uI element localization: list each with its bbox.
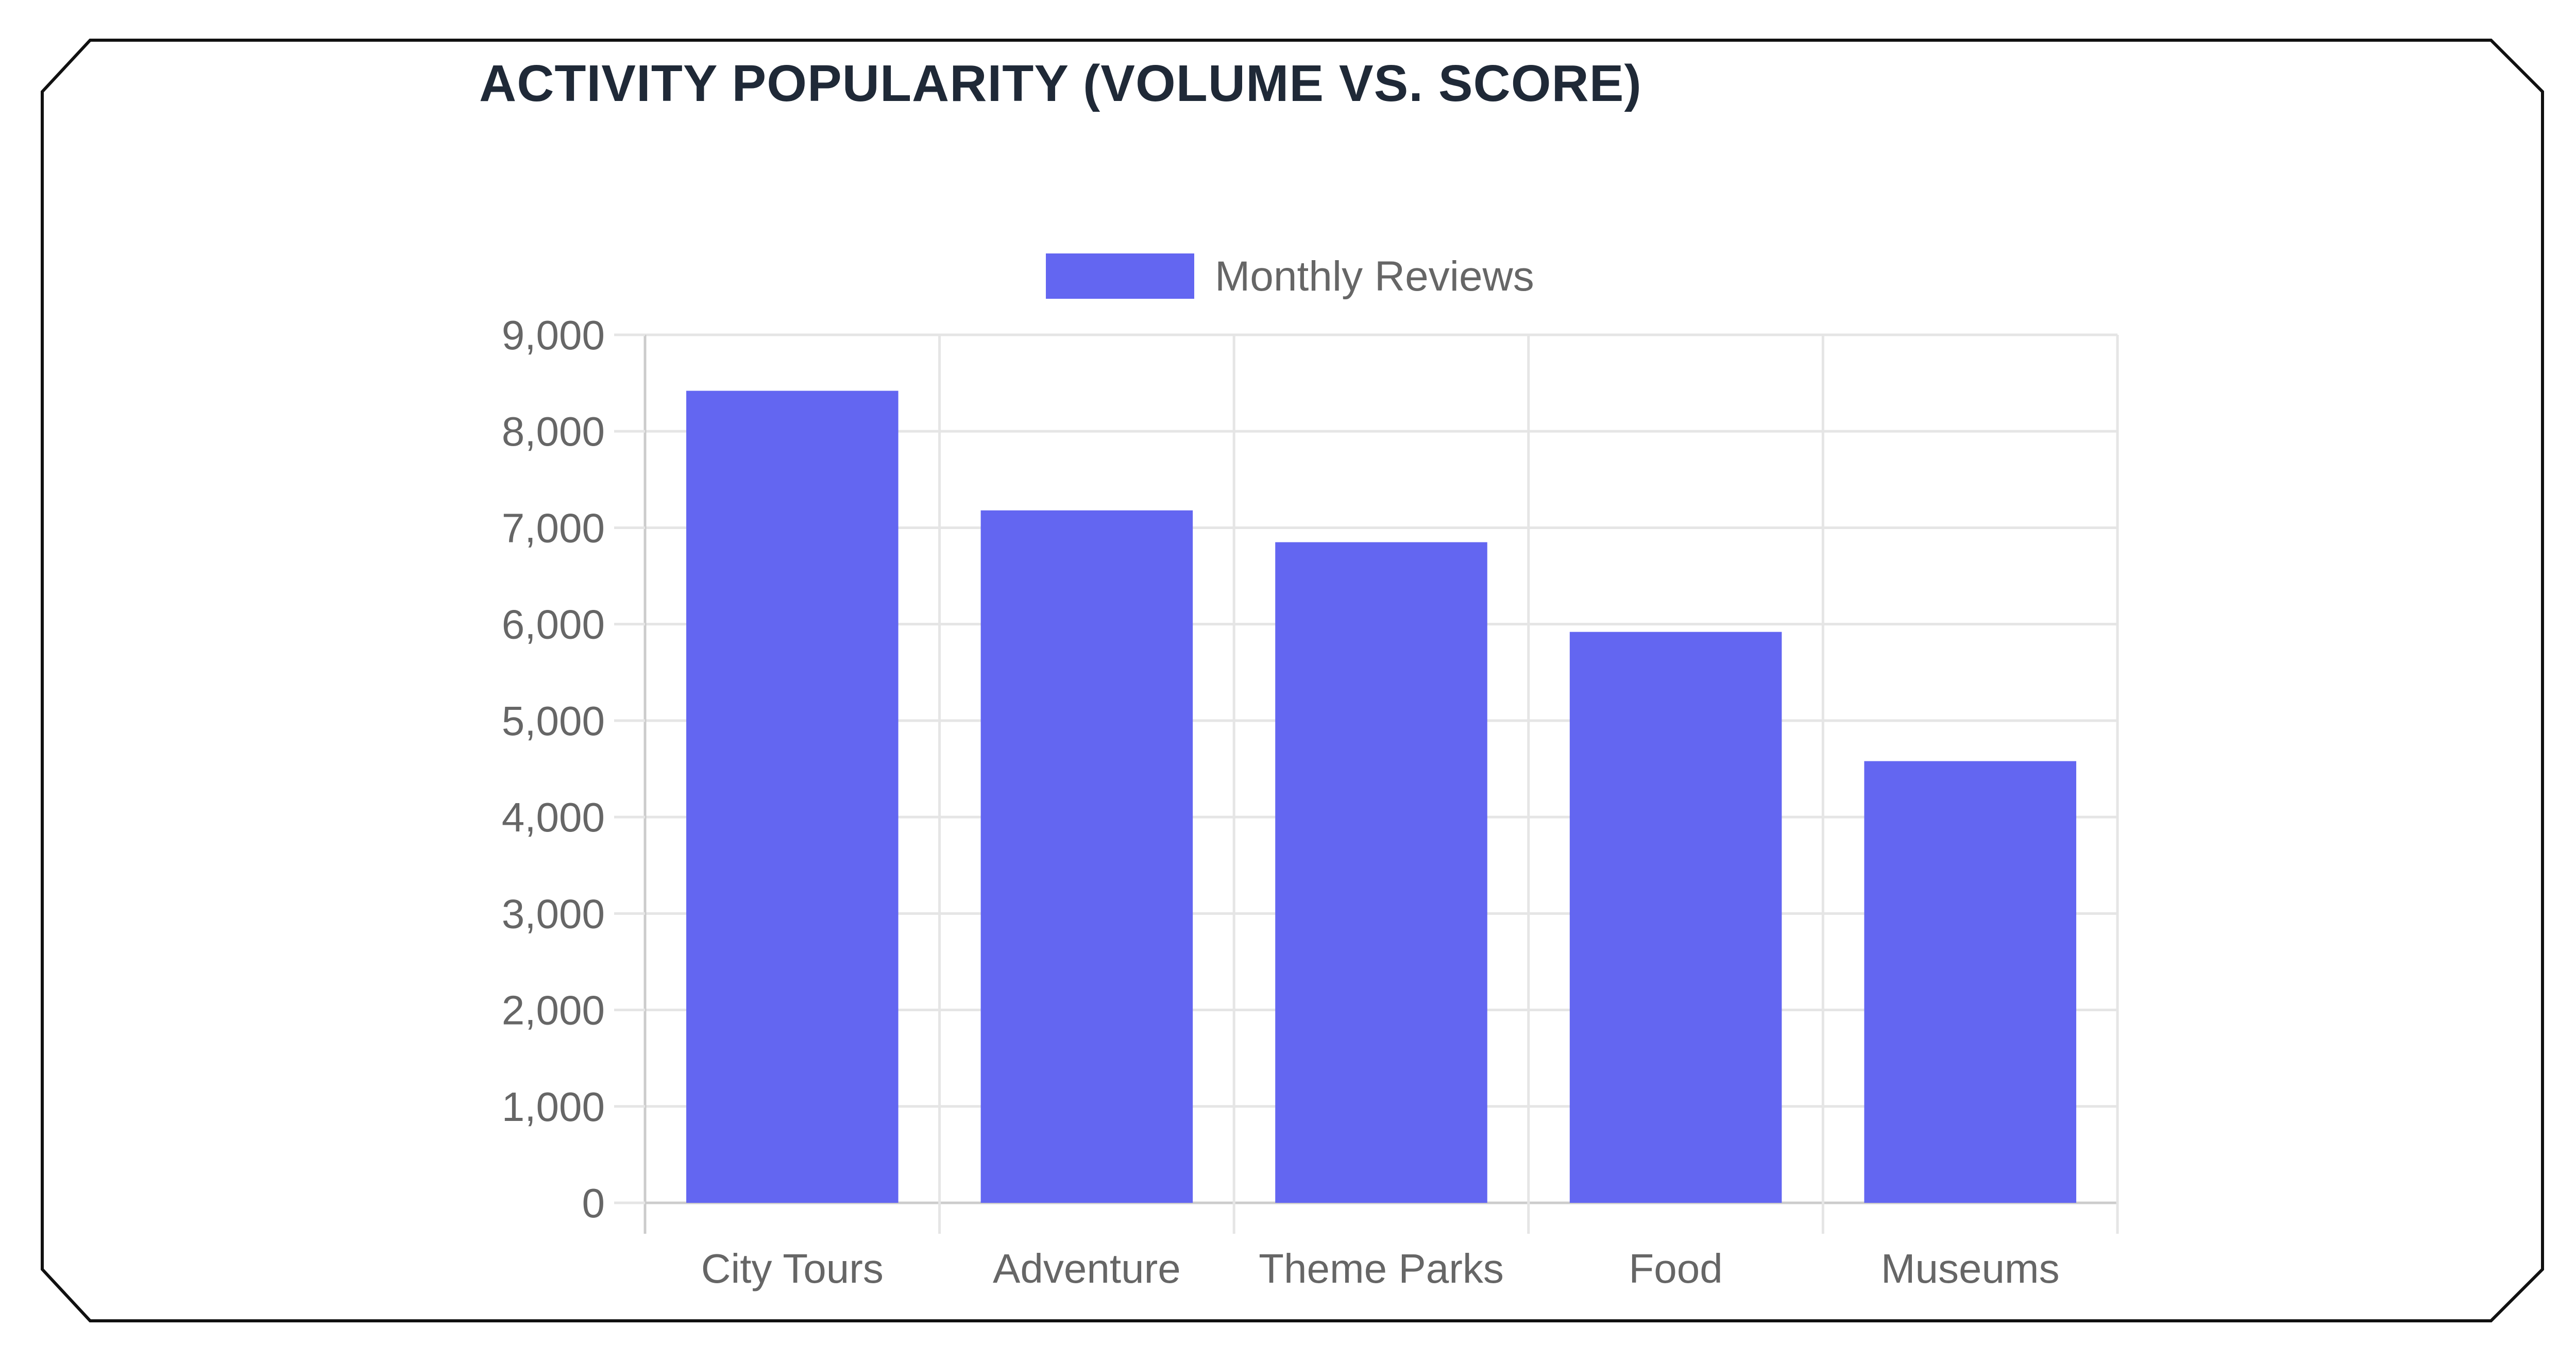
legend-label-monthly-reviews: Monthly Reviews <box>1215 253 1534 300</box>
x-tick-labels: City Tours Adventure Theme Parks Food Museum… <box>701 1246 2060 1291</box>
y-tick-labels: 0 1,000 2,000 3,000 4,000 5,000 6,000 7,000 8,00… <box>502 312 605 1226</box>
y-tick-label: 4,000 <box>502 794 605 840</box>
bar-adventure <box>980 510 1193 1203</box>
legend-swatch-monthly-reviews <box>1046 253 1194 299</box>
bar-food <box>1569 632 1782 1203</box>
x-tick-label: Theme Parks <box>1259 1246 1504 1291</box>
y-tick-label: 8,000 <box>502 409 605 454</box>
y-tick-label: 0 <box>582 1180 605 1226</box>
x-tick-label: Adventure <box>993 1246 1181 1291</box>
chart-title: ACTIVITY POPULARITY (VOLUME VS. SCORE) <box>479 55 1642 112</box>
y-tick-label: 3,000 <box>502 891 605 937</box>
bars <box>686 390 2076 1203</box>
bar-theme-parks <box>1275 542 1487 1203</box>
x-tick-label: Museums <box>1881 1246 2060 1291</box>
x-tick-label: Food <box>1629 1246 1722 1291</box>
legend: Monthly Reviews <box>1046 253 1534 300</box>
bar-city-tours <box>686 390 899 1203</box>
y-tick-label: 1,000 <box>502 1084 605 1130</box>
y-tick-label: 6,000 <box>502 602 605 648</box>
y-tick-label: 7,000 <box>502 505 605 551</box>
x-tick-label: City Tours <box>701 1246 884 1291</box>
bar-museums <box>1864 761 2076 1203</box>
axes <box>614 333 645 1204</box>
y-tick-label: 5,000 <box>502 698 605 744</box>
y-tick-label: 2,000 <box>502 988 605 1033</box>
y-tick-label: 9,000 <box>502 312 605 358</box>
